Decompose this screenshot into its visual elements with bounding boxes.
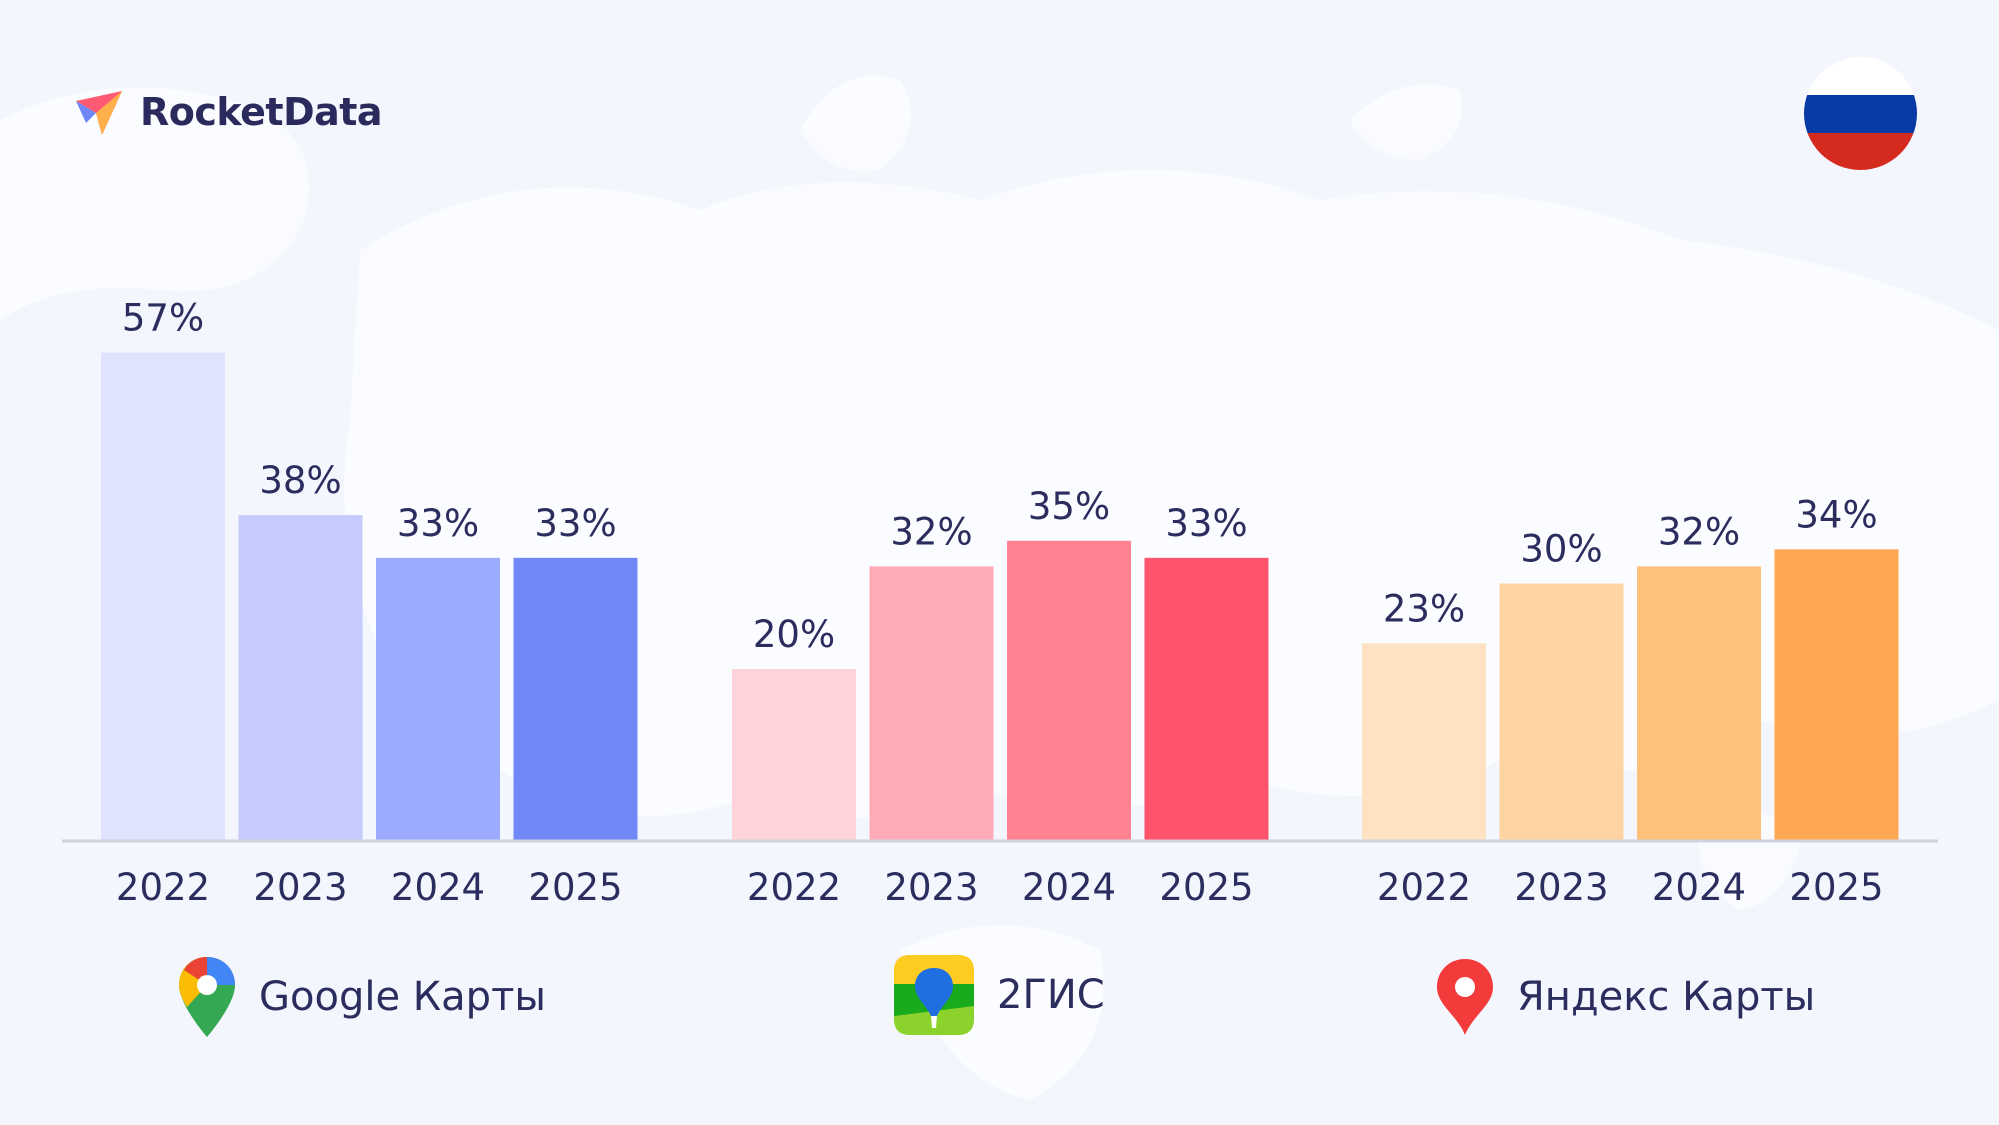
bar-0-2023	[238, 515, 363, 840]
value-label-0-2025: 33%	[534, 502, 616, 545]
bars-layer	[101, 352, 1899, 840]
value-label-2-2024: 32%	[1658, 510, 1740, 553]
value-label-2-2023: 30%	[1520, 528, 1602, 571]
brand-name: RocketData	[140, 90, 383, 134]
google-maps-pin-icon	[179, 957, 235, 1037]
value-label-1-2022: 20%	[753, 613, 835, 656]
rocket-logo-icon	[76, 91, 122, 135]
bar-2-2023	[1499, 583, 1624, 840]
yandex-maps-pin-icon	[1437, 959, 1493, 1035]
x-tick-label-1-2022: 2022	[747, 866, 841, 909]
bar-2-2022	[1362, 643, 1486, 840]
x-tick-label-2-2025: 2025	[1789, 866, 1883, 909]
x-tick-label-1-2023: 2023	[884, 866, 978, 909]
bar-0-2025	[513, 557, 638, 840]
x-tick-label-2-2024: 2024	[1652, 866, 1746, 909]
value-label-0-2023: 38%	[259, 459, 341, 502]
x-tick-label-0-2023: 2023	[253, 866, 347, 909]
brand-logo: RocketData	[72, 84, 383, 140]
x-tick-label-1-2025: 2025	[1159, 866, 1253, 909]
bar-0-2022	[101, 352, 225, 840]
legend-google-maps: Google Карты	[177, 955, 546, 1039]
legend-yandex-maps: Яндекс Карты	[1435, 955, 1815, 1039]
bar-2-2025	[1774, 549, 1899, 840]
bar-1-2023	[869, 566, 994, 840]
legend-label-yandex-maps: Яндекс Карты	[1517, 974, 1816, 1020]
value-label-0-2022: 57%	[122, 297, 204, 340]
labels-layer: 57% 2022 38% 2023 33% 2024 33% 2025 20% 2022 32% 20…	[116, 297, 1884, 909]
x-tick-label-0-2022: 2022	[116, 866, 210, 909]
bar-1-2024	[1007, 540, 1131, 840]
legend-label-2gis: 2ГИС	[997, 972, 1105, 1018]
x-tick-label-2-2023: 2023	[1514, 866, 1608, 909]
russia-flag-icon	[1804, 57, 1917, 170]
value-label-1-2024: 35%	[1028, 485, 1110, 528]
x-tick-label-2-2022: 2022	[1377, 866, 1471, 909]
value-label-2-2025: 34%	[1795, 493, 1877, 536]
value-label-1-2025: 33%	[1165, 502, 1247, 545]
value-label-2-2022: 23%	[1383, 587, 1465, 630]
legend-2gis: 2ГИС	[893, 953, 1105, 1037]
x-tick-label-0-2024: 2024	[391, 866, 485, 909]
legend-label-google-maps: Google Карты	[259, 974, 546, 1020]
bar-2-2024	[1637, 566, 1761, 840]
bar-1-2025	[1144, 557, 1269, 840]
x-tick-label-0-2025: 2025	[528, 866, 622, 909]
bar-1-2022	[732, 669, 856, 840]
bar-0-2024	[376, 557, 500, 840]
x-tick-label-1-2024: 2024	[1022, 866, 1116, 909]
value-label-1-2023: 32%	[890, 510, 972, 553]
value-label-0-2024: 33%	[397, 502, 479, 545]
2gis-app-icon	[894, 955, 974, 1035]
